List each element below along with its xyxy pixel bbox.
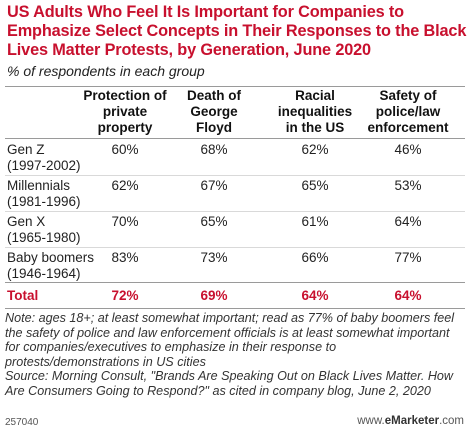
row-separator xyxy=(5,175,465,176)
chart-subtitle: % of respondents in each group xyxy=(7,63,205,79)
row-label-group: Gen X xyxy=(7,214,46,229)
note-text: Note: ages 18+; at least somewhat import… xyxy=(5,311,455,369)
column-header: Safety of police/law enforcement xyxy=(367,88,449,135)
row-separator xyxy=(5,211,465,212)
table-cell: 65% xyxy=(301,178,329,193)
table-cell: 64% xyxy=(394,214,422,229)
chart-title: US Adults Who Feel It Is Important for C… xyxy=(7,3,467,59)
total-rule xyxy=(5,282,465,283)
column-header: Death of George Floyd xyxy=(187,88,241,135)
table-cell: 62% xyxy=(301,142,329,157)
row-label-group: Gen Z xyxy=(7,142,45,157)
table-cell: 77% xyxy=(394,250,422,265)
site-prefix: www. xyxy=(357,415,385,427)
site-credit: www.eMarketer.com xyxy=(357,415,464,427)
total-cell: 64% xyxy=(301,288,329,303)
row-separator xyxy=(5,247,465,248)
column-header: Protection of private property xyxy=(83,88,167,135)
table-cell: 83% xyxy=(111,250,139,265)
table-cell: 46% xyxy=(394,142,422,157)
bottom-rule xyxy=(5,308,465,309)
table-cell: 62% xyxy=(111,178,139,193)
row-label: Millennials (1981-1996) xyxy=(7,178,81,210)
total-label: Total xyxy=(7,288,39,303)
row-label-years: (1981-1996) xyxy=(7,194,81,209)
row-label-years: (1946-1964) xyxy=(7,266,81,281)
row-label: Baby boomers (1946-1964) xyxy=(7,250,94,282)
row-label: Gen Z (1997-2002) xyxy=(7,142,81,174)
table-cell: 70% xyxy=(111,214,139,229)
total-cell: 64% xyxy=(394,288,422,303)
total-cell: 72% xyxy=(111,288,139,303)
table-cell: 68% xyxy=(200,142,228,157)
row-label-years: (1965-1980) xyxy=(7,230,81,245)
site-brand: eMarketer xyxy=(384,415,440,427)
row-label-group: Baby boomers xyxy=(7,250,95,265)
total-cell: 69% xyxy=(200,288,228,303)
table-cell: 67% xyxy=(200,178,228,193)
row-label-group: Millennials xyxy=(7,178,71,193)
column-header: Racial inequalities in the US xyxy=(277,88,353,135)
header-rule xyxy=(5,138,465,139)
table-cell: 66% xyxy=(301,250,329,265)
chart-id: 257040 xyxy=(5,417,39,428)
source-text: Source: Morning Consult, "Brands Are Spe… xyxy=(5,369,454,398)
table-cell: 60% xyxy=(111,142,139,157)
table-cell: 53% xyxy=(394,178,422,193)
table-cell: 61% xyxy=(301,214,329,229)
site-suffix: .com xyxy=(439,415,464,427)
table-cell: 65% xyxy=(200,214,228,229)
notes: Note: ages 18+; at least somewhat import… xyxy=(5,311,467,399)
top-rule xyxy=(5,86,465,87)
table-cell: 73% xyxy=(200,250,228,265)
row-label-years: (1997-2002) xyxy=(7,158,81,173)
row-label: Gen X (1965-1980) xyxy=(7,214,81,246)
